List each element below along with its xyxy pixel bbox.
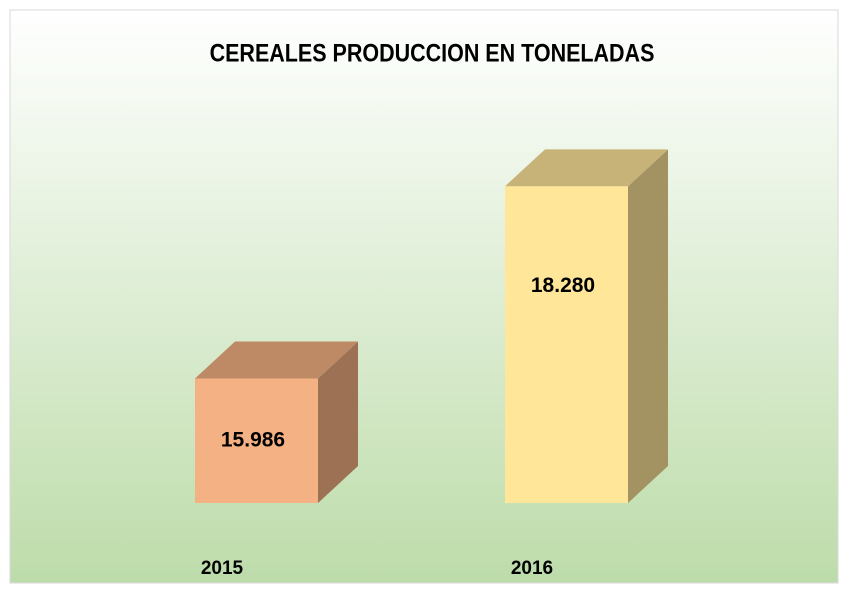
chart-area [9, 9, 839, 584]
x-tick-label: 2015 [201, 558, 244, 579]
bar-top [505, 149, 668, 187]
x-tick-label: 2016 [511, 558, 553, 579]
bar-top [195, 341, 358, 379]
bar [505, 186, 628, 503]
bar-side [318, 341, 358, 503]
chart-title: CEREALES PRODUCCION EN TONELADAS [210, 39, 655, 67]
bar [195, 378, 318, 503]
data-label: 15.986 [221, 428, 285, 451]
bar-side [628, 149, 668, 503]
data-label: 18.280 [531, 274, 595, 297]
